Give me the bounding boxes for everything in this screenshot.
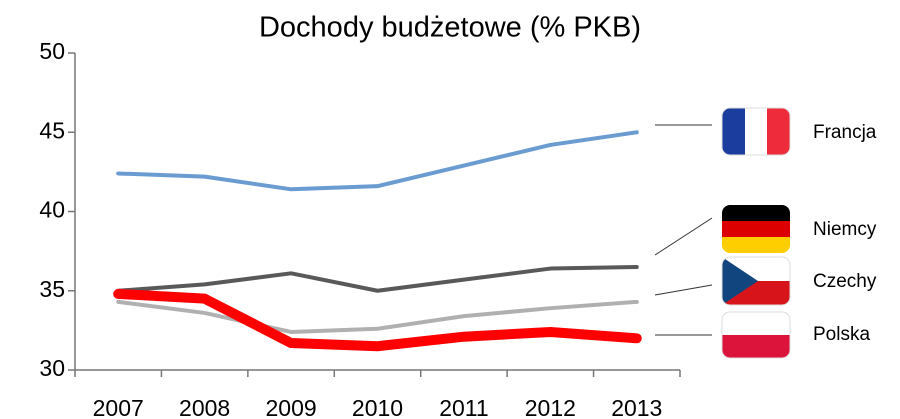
flag-czech [722,257,790,305]
chart-title: Dochody budżetowe (% PKB) [259,12,641,44]
legend-leader [654,217,713,256]
legend-label: Czechy [813,271,877,292]
series-line [116,130,639,192]
x-tick-label: 2010 [352,395,403,419]
flag-germany [722,205,790,253]
x-tick-label: 2012 [525,395,576,419]
x-tick-label: 2013 [611,395,662,419]
legend-label: Polska [813,324,870,345]
x-tick-label: 2011 [439,395,488,419]
y-tick-label: 50 [39,38,65,64]
legend-icons [721,107,791,359]
legend-leader [654,284,713,296]
y-tick-label: 45 [39,117,65,143]
flag-france [722,108,790,155]
series-line [116,299,639,334]
series-line [116,264,639,293]
series-line [113,288,642,352]
y-tick-label: 30 [39,355,65,381]
y-tick-label: 40 [39,197,65,223]
x-tick-label: 2009 [265,395,316,419]
x-tick-label: 2007 [93,395,144,419]
legend-label: Francja [813,122,877,143]
flag-poland [722,312,790,358]
y-tick-label: 35 [39,276,65,302]
legend-label: Niemcy [813,219,877,240]
x-tick-label: 2008 [179,395,230,419]
